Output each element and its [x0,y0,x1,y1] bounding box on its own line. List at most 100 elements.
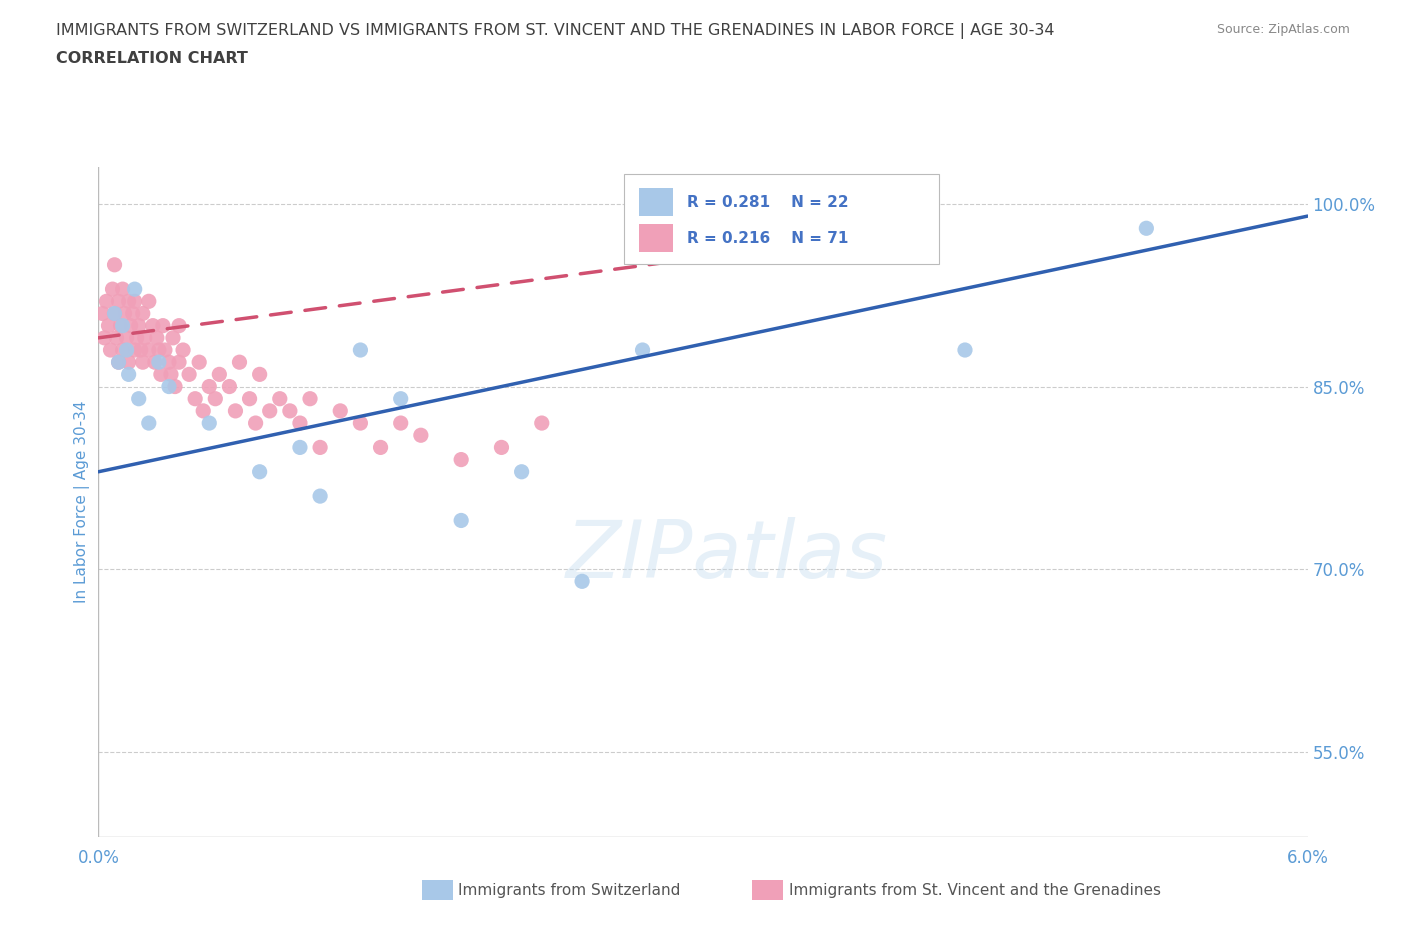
Point [100,342,122,357]
Point [111,342,134,357]
Point [118,294,141,309]
Point [138,294,160,309]
FancyBboxPatch shape [624,174,939,264]
Point [124,282,146,297]
Point [111,318,134,333]
Point [132,354,155,369]
Text: CORRELATION CHART: CORRELATION CHART [56,51,247,66]
Point [198,379,221,394]
Point [450,452,472,467]
Point [163,379,186,394]
Point [128,392,150,406]
Point [288,416,311,431]
Bar [638,224,673,252]
Point [107,354,129,369]
Point [167,354,190,369]
Point [124,294,146,309]
Point [160,367,183,382]
Point [224,404,246,418]
Point [299,392,322,406]
Point [110,318,132,333]
Point [148,354,170,369]
Text: Immigrants from St. Vincent and the Grenadines: Immigrants from St. Vincent and the Gren… [789,883,1161,897]
Point [288,440,311,455]
Point [349,416,371,431]
Text: R = 0.281    N = 22: R = 0.281 N = 22 [688,194,849,210]
Point [953,342,976,357]
Point [172,342,194,357]
Point [188,354,211,369]
Text: R = 0.216    N = 71: R = 0.216 N = 71 [688,231,849,246]
Point [132,306,155,321]
Point [245,416,267,431]
Point [107,294,129,309]
Point [157,354,180,369]
Point [198,416,221,431]
Point [278,404,301,418]
Text: ZIPatlas: ZIPatlas [567,517,889,595]
Point [129,342,152,357]
Point [167,318,190,333]
Point [208,367,231,382]
Point [510,464,533,479]
Point [571,574,593,589]
Point [450,513,472,528]
Point [93,330,115,345]
Point [193,404,215,418]
Point [157,379,180,394]
Point [105,330,128,345]
Point [259,404,281,418]
Point [491,440,513,455]
Point [1135,220,1157,235]
Point [107,354,129,369]
Text: Immigrants from Switzerland: Immigrants from Switzerland [458,883,681,897]
Point [349,342,371,357]
Point [269,392,291,406]
Point [249,464,271,479]
Point [179,367,201,382]
Point [103,306,125,321]
Point [138,342,160,357]
Point [218,379,240,394]
Point [184,392,207,406]
Point [309,488,332,503]
Text: IMMIGRANTS FROM SWITZERLAND VS IMMIGRANTS FROM ST. VINCENT AND THE GRENADINES IN: IMMIGRANTS FROM SWITZERLAND VS IMMIGRANT… [56,23,1054,39]
Point [134,330,156,345]
Point [101,282,124,297]
Point [148,342,170,357]
Point [138,416,160,431]
Point [149,367,172,382]
Point [111,282,134,297]
Point [631,342,654,357]
Point [115,342,138,357]
Point [118,367,141,382]
Point [118,354,141,369]
Point [91,306,114,321]
Point [389,392,412,406]
Point [115,330,138,345]
Point [152,318,174,333]
Point [239,392,262,406]
Point [142,318,165,333]
Point [162,330,184,345]
Point [143,354,166,369]
Point [97,318,120,333]
Point [329,404,352,418]
Point [409,428,432,443]
Point [530,416,553,431]
Point [96,294,118,309]
Point [146,330,169,345]
Bar [638,188,673,217]
Point [389,416,412,431]
Point [125,330,148,345]
Point [128,318,150,333]
Point [120,318,142,333]
Point [204,392,226,406]
Point [103,306,125,321]
Point [370,440,392,455]
Point [249,367,271,382]
Point [124,342,146,357]
Point [153,342,176,357]
Point [121,306,143,321]
Point [103,258,125,272]
